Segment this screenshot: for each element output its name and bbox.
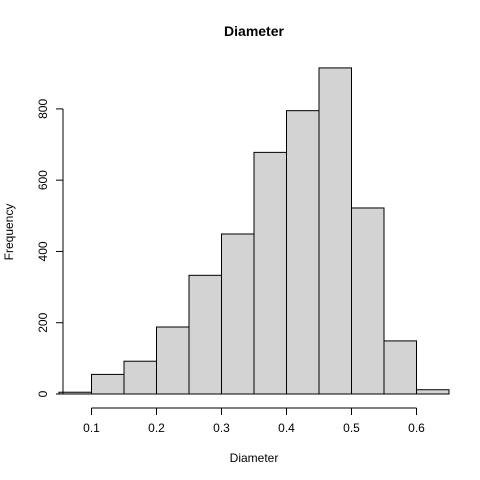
histogram-bar-5: [188, 274, 222, 395]
histogram-bar-12: [416, 389, 450, 395]
histogram-bar-7: [253, 151, 287, 395]
y-axis: 0 200 400 600 800: [36, 99, 64, 397]
y-tick-label: 200: [36, 312, 50, 332]
x-tick-label: 0.1: [83, 421, 100, 435]
y-tick-label: 400: [36, 241, 50, 261]
x-tick-label: 0.5: [343, 421, 360, 435]
chart-title: Diameter: [224, 23, 284, 39]
x-tick-label: 0.3: [213, 421, 230, 435]
bars-group: [58, 67, 450, 395]
histogram-bar-4: [156, 326, 190, 395]
histogram-bar-6: [221, 233, 255, 395]
y-tick-label: 800: [36, 99, 50, 119]
histogram-bar-11: [383, 340, 417, 395]
histogram-bar-8: [286, 110, 320, 395]
x-tick-label: 0.2: [148, 421, 165, 435]
x-axis: 0.1 0.2 0.3 0.4 0.5 0.6: [83, 407, 425, 435]
histogram-bar-3: [123, 360, 157, 395]
histogram-bar-10: [351, 207, 385, 395]
y-tick-label: 600: [36, 170, 50, 190]
y-tick-label: 0: [36, 390, 50, 397]
histogram-bar-1: [58, 391, 92, 395]
histogram-bar-2: [91, 373, 125, 395]
x-axis-label: Diameter: [230, 451, 279, 465]
histogram-bar-9: [318, 67, 352, 395]
x-tick-label: 0.4: [278, 421, 295, 435]
y-axis-label: Frequency: [2, 204, 16, 261]
x-tick-label: 0.6: [408, 421, 425, 435]
